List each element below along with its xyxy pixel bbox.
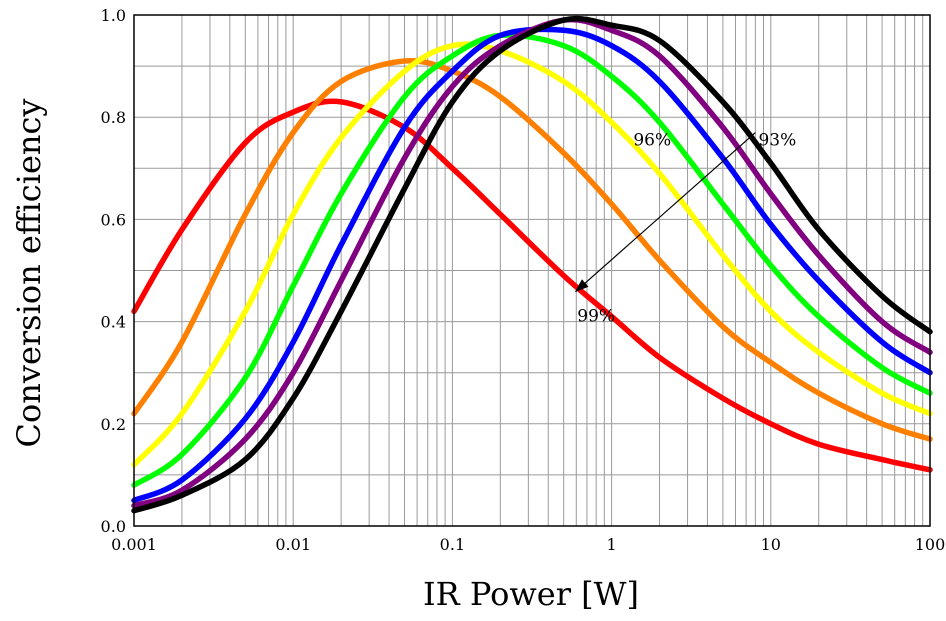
annotation-label: 96%: [633, 130, 671, 150]
grid-lines: [133, 14, 930, 526]
plot-frame: [133, 14, 931, 527]
x-tick-label: 0.001: [111, 535, 157, 554]
series-line: [131, 98, 933, 473]
series-line: [131, 41, 933, 468]
annotation-label: 99%: [577, 307, 615, 327]
y-tick-label: 0.6: [101, 210, 126, 229]
y-tick-label: 0.0: [101, 517, 126, 536]
series-line: [131, 16, 933, 509]
y-axis-title: Conversion efficiency: [10, 99, 48, 448]
series-line: [131, 15, 933, 514]
trend-arrow: [574, 132, 756, 293]
x-axis-title: IR Power [W]: [423, 575, 639, 613]
y-tick-label: 0.2: [101, 415, 126, 434]
y-tick-label: 0.4: [101, 313, 126, 332]
y-tick-label: 1.0: [101, 6, 126, 25]
series-line: [131, 32, 933, 488]
series-layer: [131, 15, 933, 514]
y-tick-label: 0.8: [101, 108, 126, 127]
series-line: [131, 26, 933, 504]
tick-labels: 0.001 0.01 0.1 1 10 100 0.0 0.2 0.4 0.6 0.8 1.0: [101, 6, 946, 554]
series-line: [131, 57, 933, 442]
x-tick-label: 0.01: [275, 535, 311, 554]
x-tick-label: 10: [761, 535, 781, 554]
x-tick-label: 100: [915, 535, 946, 554]
x-tick-label: 0.1: [440, 535, 465, 554]
annotations-layer: 96% 93% 99%: [574, 130, 796, 327]
annotation-label: 93%: [758, 130, 796, 150]
x-tick-label: 1: [607, 535, 617, 554]
